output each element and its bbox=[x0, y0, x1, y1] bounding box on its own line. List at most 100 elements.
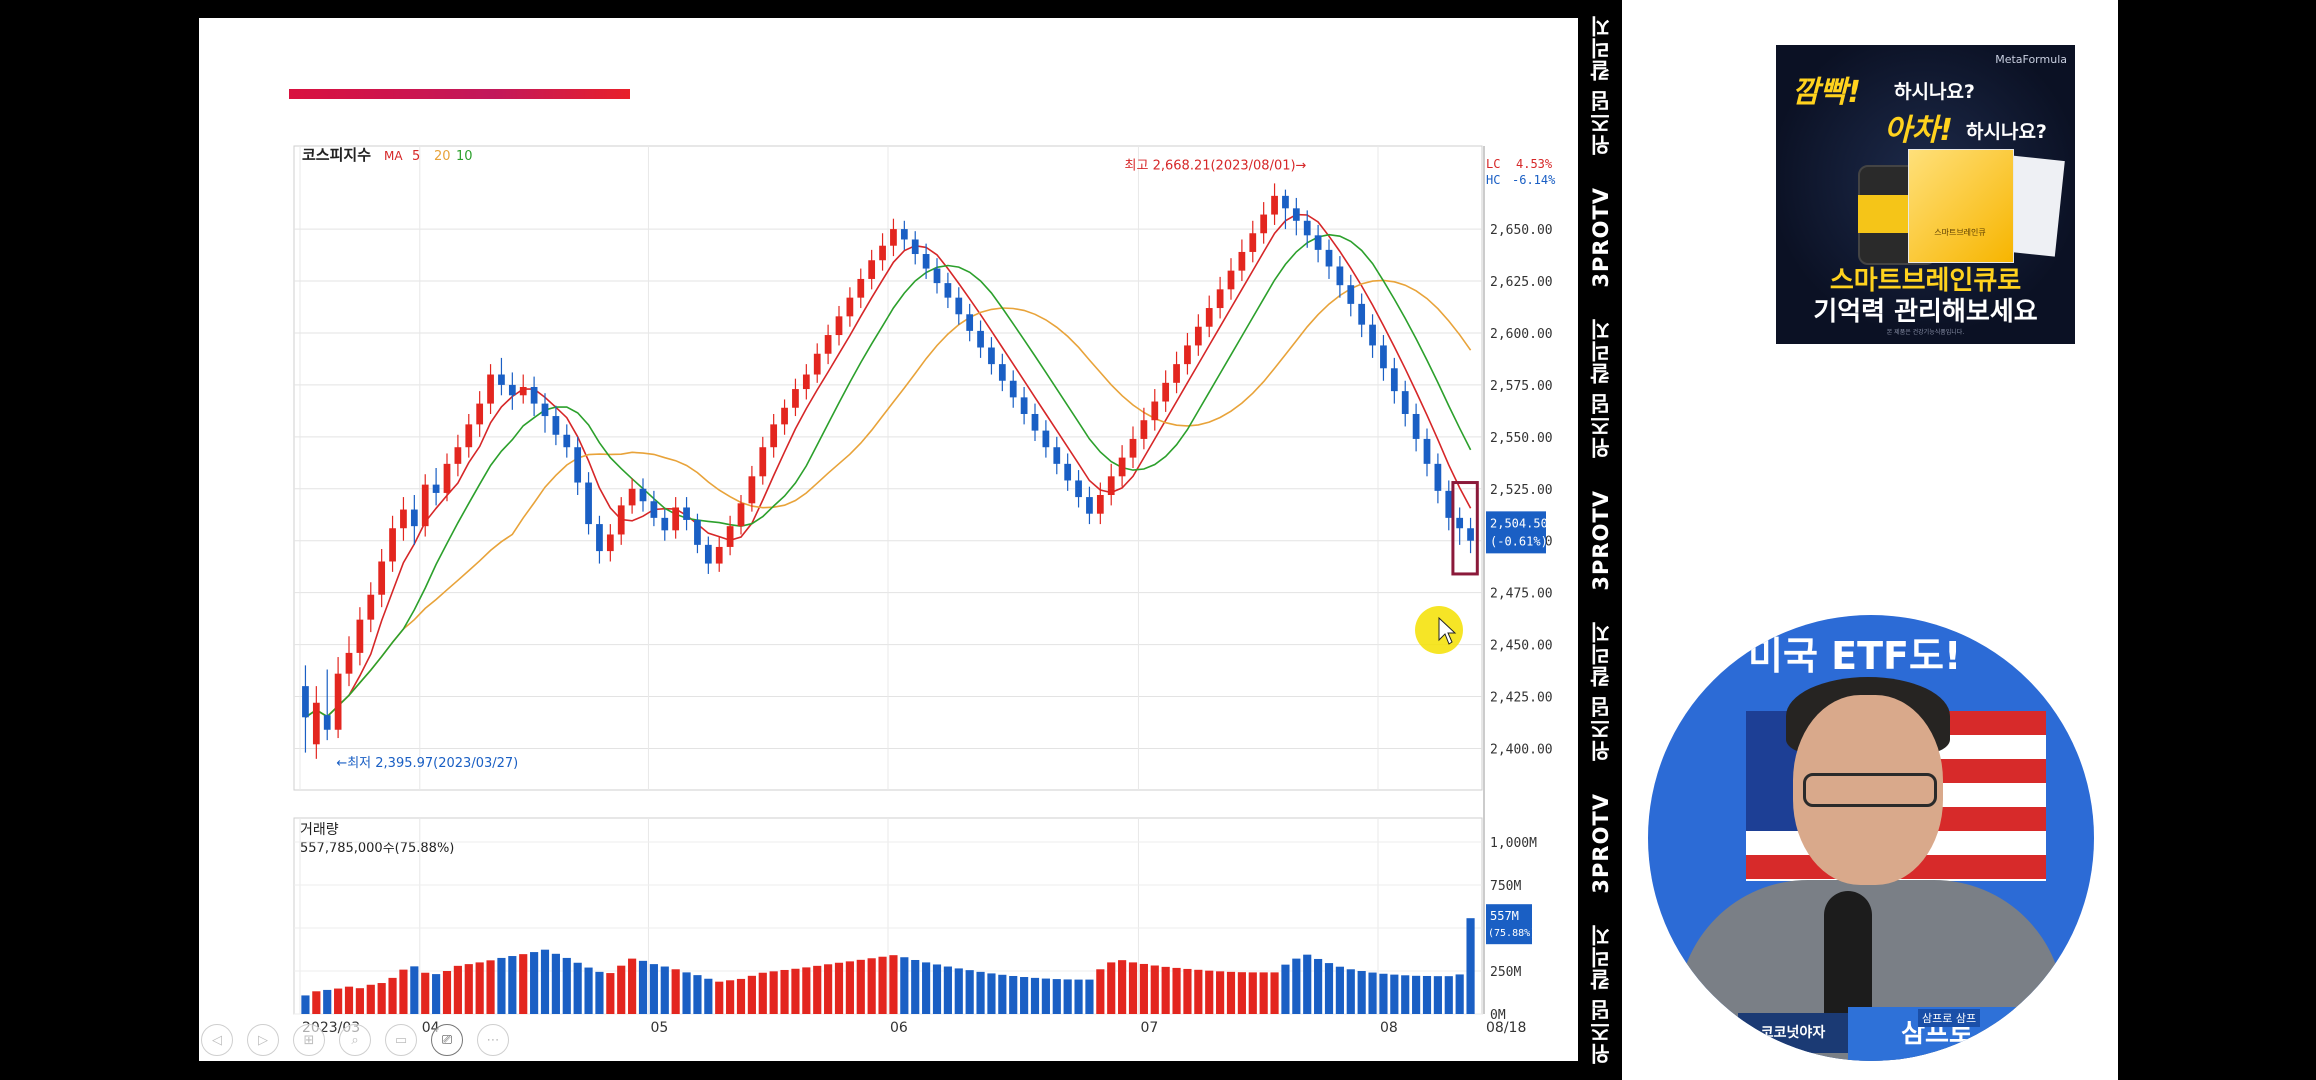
strip-label: 3PROTV bbox=[1589, 186, 1613, 288]
candle-body bbox=[781, 407, 788, 425]
candle-body bbox=[715, 546, 723, 564]
candle-body bbox=[944, 283, 952, 298]
current-price: 2,504.50 bbox=[1490, 516, 1548, 530]
volume-bar bbox=[1063, 979, 1072, 1014]
volume-bar bbox=[867, 958, 876, 1014]
candle-body bbox=[552, 416, 560, 435]
volume-bar bbox=[497, 957, 506, 1014]
volume-bar bbox=[1052, 979, 1061, 1014]
candle-body bbox=[835, 316, 843, 336]
candle-body bbox=[737, 503, 745, 527]
strip-label: 위즈덤 칼리지 bbox=[1589, 15, 1613, 156]
volume-bar bbox=[900, 957, 909, 1014]
volume-bar bbox=[791, 968, 800, 1014]
title-accent-bar bbox=[289, 89, 630, 99]
candle-body bbox=[454, 447, 462, 464]
candle-body bbox=[792, 389, 799, 408]
volume-bar bbox=[1041, 978, 1050, 1014]
candle-body bbox=[617, 505, 625, 535]
volume-bar bbox=[1237, 972, 1246, 1014]
candle-body bbox=[1380, 345, 1387, 369]
volume-bar bbox=[432, 974, 441, 1014]
volume-bar bbox=[682, 972, 691, 1014]
cursor-pointer-icon bbox=[1438, 616, 1457, 645]
microphone bbox=[1824, 891, 1872, 1021]
candle-body bbox=[966, 314, 974, 331]
volume-bar bbox=[747, 975, 756, 1014]
grid-icon[interactable]: ⊞ bbox=[293, 1024, 325, 1056]
price-tick-label: 2,575.00 bbox=[1490, 379, 1553, 394]
candle-body bbox=[1390, 368, 1398, 392]
candle-body bbox=[977, 330, 984, 348]
channel-brand-strip: 위즈덤 칼리지 3PROTV 위즈덤 칼리지 3PROTV 위즈덤 칼리지 3P… bbox=[1580, 0, 1622, 1080]
volume-bar bbox=[1030, 977, 1040, 1014]
product-box-image bbox=[1908, 149, 2014, 263]
desk-nameplate-tag: 삼프로 삼프 bbox=[1918, 1009, 1981, 1027]
volume-bar bbox=[834, 962, 844, 1014]
candle-body bbox=[1347, 285, 1355, 304]
volume-bar bbox=[911, 959, 920, 1014]
ad-brand-label: MetaFormula bbox=[1995, 53, 2067, 66]
candle-body bbox=[650, 501, 658, 518]
kospi-chart: 2,650.00 2,625.00 2,600.00 2,575.00 2,550.00… bbox=[293, 145, 1556, 1036]
volume-bar bbox=[813, 965, 822, 1014]
chart-title: 코스피지수 bbox=[302, 146, 371, 164]
volume-bar bbox=[965, 970, 974, 1014]
volume-bar bbox=[355, 988, 364, 1014]
volume-bar bbox=[1226, 971, 1236, 1014]
candle-body bbox=[1423, 438, 1431, 464]
ma-legend-label: MA bbox=[384, 149, 403, 163]
volume-bar bbox=[1194, 969, 1203, 1014]
volume-bar bbox=[1324, 963, 1334, 1014]
zoom-icon[interactable]: ⌕ bbox=[339, 1024, 371, 1056]
lc-value: 4.53% bbox=[1516, 157, 1553, 171]
volume-bar bbox=[1357, 971, 1366, 1014]
volume-bar bbox=[1009, 975, 1018, 1014]
more-icon[interactable]: ⋯ bbox=[477, 1024, 509, 1056]
candle-body bbox=[694, 519, 701, 545]
volume-bar bbox=[758, 972, 767, 1014]
slides-icon[interactable]: ▭ bbox=[385, 1024, 417, 1056]
volume-bar bbox=[802, 967, 811, 1014]
forward-icon[interactable]: ▷ bbox=[247, 1024, 279, 1056]
price-tick-label: 2,400.00 bbox=[1490, 742, 1553, 757]
volume-bar bbox=[606, 973, 615, 1014]
volume-bar bbox=[878, 956, 887, 1014]
ad-headline-2: 기억력 관리해보세요 bbox=[1813, 297, 2038, 327]
volume-bar bbox=[780, 969, 789, 1014]
candle-body bbox=[1445, 490, 1453, 518]
candle-body bbox=[1260, 214, 1268, 234]
volume-bar bbox=[323, 989, 332, 1014]
volume-bar bbox=[1433, 976, 1442, 1014]
volume-bar bbox=[1107, 962, 1116, 1014]
volume-bar bbox=[1161, 966, 1170, 1014]
candle-body bbox=[1434, 463, 1442, 491]
volume-bar bbox=[530, 952, 539, 1014]
candle-body bbox=[1064, 463, 1072, 481]
candle-body bbox=[857, 278, 865, 298]
candle-body bbox=[312, 702, 320, 745]
candle-body bbox=[606, 534, 614, 552]
volume-bar bbox=[399, 969, 408, 1014]
candle-body bbox=[1358, 303, 1366, 325]
back-icon[interactable]: ◁ bbox=[201, 1024, 233, 1056]
volume-value: 557,785,000주(75.88%) bbox=[300, 841, 454, 856]
candle-body bbox=[1205, 308, 1213, 327]
ad-banner[interactable]: MetaFormula 깜빡! 하시나요? 아차! 하시나요? 스마트브레인큐 … bbox=[1776, 45, 2075, 344]
x-tick-label: 06 bbox=[890, 1020, 908, 1036]
camera-icon[interactable]: ⎚ bbox=[431, 1024, 463, 1056]
candle-body bbox=[911, 239, 919, 255]
backdrop-sign-text: 미국 ETF도! bbox=[1748, 634, 1962, 678]
price-tick-label: 2,600.00 bbox=[1490, 327, 1553, 342]
volume-bar bbox=[1259, 972, 1268, 1014]
volume-bar bbox=[1379, 973, 1388, 1014]
volume-bar bbox=[1118, 960, 1127, 1014]
volume-bar bbox=[595, 971, 604, 1014]
strip-label: 3PROTV bbox=[1589, 489, 1613, 591]
volume-bar bbox=[508, 956, 517, 1014]
x-tick-label: 05 bbox=[650, 1020, 668, 1036]
candle-body bbox=[585, 482, 592, 525]
candle-body bbox=[1369, 324, 1376, 346]
price-tick-label: 2,475.00 bbox=[1490, 587, 1553, 602]
candle-body bbox=[759, 447, 767, 477]
